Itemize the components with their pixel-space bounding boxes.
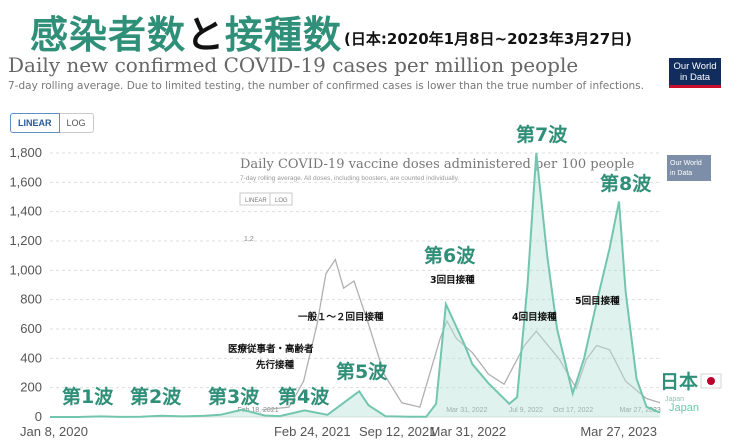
headline-cases: 感染者数 bbox=[30, 13, 187, 57]
inset-x-tick: Mar 31, 2022 bbox=[446, 407, 487, 414]
headline-main: 感染者数と接種数 bbox=[30, 13, 342, 57]
inset-series-end-label: Japan bbox=[665, 396, 684, 403]
inset-tab-linear-label: LINEAR bbox=[245, 198, 267, 204]
headline-doses: 接種数 bbox=[225, 13, 343, 57]
dose-annotation: 医療従事者・高齢者 bbox=[228, 343, 314, 355]
y-tick-label: 800 bbox=[20, 292, 42, 307]
chart-subtitle: 7-day rolling average. Due to limited te… bbox=[8, 80, 644, 92]
dose-annotation: 5回目接種 bbox=[575, 295, 620, 307]
dose-annotation: 4回目接種 bbox=[512, 311, 557, 323]
headline: 感染者数と接種数 (日本:2020年1月8日~2023年3月27日) bbox=[30, 4, 632, 59]
japan-flag-icon bbox=[700, 373, 722, 389]
inset-title: Daily COVID-19 vaccine doses administere… bbox=[240, 157, 635, 172]
wave-label: 第1波 bbox=[62, 385, 114, 408]
headline-and: と bbox=[186, 13, 226, 57]
y-tick-label: 200 bbox=[20, 380, 42, 395]
inset-logo-line: Our World bbox=[670, 160, 702, 167]
series-end-label: Japan bbox=[669, 402, 699, 414]
dose-annotation: 一般１〜２回目接種 bbox=[298, 311, 384, 323]
y-tick-label: 1,200 bbox=[9, 233, 42, 248]
inset-subtitle: 7-day rolling average. All doses, includ… bbox=[240, 175, 459, 182]
x-tick-label: Jan 8, 2020 bbox=[20, 424, 88, 439]
inset-x-tick: Feb 18, 2021 bbox=[237, 407, 278, 414]
country-label: 日本 bbox=[660, 370, 698, 393]
owid-logo[interactable]: Our World in Data bbox=[669, 58, 721, 88]
wave-label: 第2波 bbox=[130, 385, 182, 408]
x-tick-label: Feb 24, 2021 bbox=[274, 424, 351, 439]
chart-title: Daily new confirmed COVID-19 cases per m… bbox=[8, 53, 579, 77]
cases-line bbox=[50, 152, 661, 418]
y-tick-label: 400 bbox=[20, 350, 42, 365]
wave-label: 第3波 bbox=[208, 385, 260, 408]
dose-annotation: 先行接種 bbox=[256, 359, 295, 371]
wave-label: 第5波 bbox=[336, 360, 388, 383]
cases-series bbox=[49, 152, 661, 418]
wave-label: 第4波 bbox=[278, 385, 330, 408]
inset-logo-line: in Data bbox=[670, 170, 692, 177]
axes: 0 200 400 600 800 1,000 1,200 1,400 1,600 1,800 Ja… bbox=[9, 145, 656, 439]
inset-x-tick: Oct 17, 2022 bbox=[553, 407, 593, 414]
wave-label: 第6波 bbox=[424, 244, 476, 267]
inset-x-tick: Jul 9, 2022 bbox=[509, 407, 543, 414]
dose-annotation: 3回目接種 bbox=[430, 274, 475, 286]
inset-x-tick: Mar 27, 2023 bbox=[620, 407, 661, 414]
tab-linear[interactable]: LINEAR bbox=[10, 113, 60, 133]
scale-toggle: LINEAR LOG bbox=[10, 113, 94, 133]
cases-area bbox=[50, 153, 660, 417]
y-tick-label: 1,400 bbox=[9, 204, 42, 219]
tab-log[interactable]: LOG bbox=[59, 113, 94, 133]
inset-y-tick: 1.2 bbox=[244, 236, 254, 243]
y-tick-label: 1,800 bbox=[9, 145, 42, 160]
inset-tab-log bbox=[269, 192, 293, 206]
inset-tab-log-label: LOG bbox=[275, 198, 288, 204]
wave-label: 第7波 bbox=[516, 123, 568, 146]
x-tick-label: Mar 27, 2023 bbox=[580, 424, 657, 439]
wave-label: 第8波 bbox=[600, 172, 652, 195]
vaccine-series bbox=[261, 257, 661, 411]
y-tick-label: 600 bbox=[20, 321, 42, 336]
headline-date-range: (日本:2020年1月8日~2023年3月27日) bbox=[344, 30, 633, 48]
y-tick-label: 1,600 bbox=[9, 174, 42, 189]
y-tick-label: 0 bbox=[35, 409, 42, 424]
inset-owid-logo bbox=[667, 155, 711, 181]
vaccine-doses-line bbox=[261, 257, 661, 411]
y-tick-label: 1,000 bbox=[9, 262, 42, 277]
x-tick-label: Sep 12, 2021 bbox=[359, 424, 436, 439]
x-tick-label: Mar 31, 2022 bbox=[430, 424, 507, 439]
